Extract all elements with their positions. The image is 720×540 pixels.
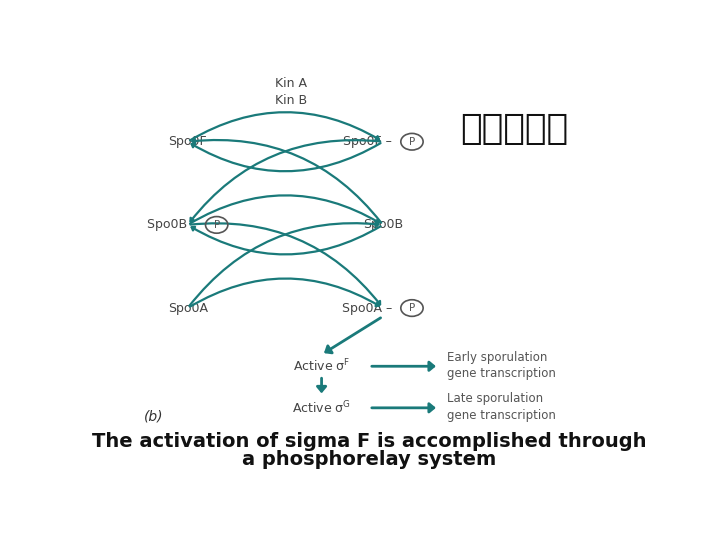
Text: a phosphorelay system: a phosphorelay system [242,450,496,469]
Text: Active $\mathregular{\sigma^F}$: Active $\mathregular{\sigma^F}$ [293,358,350,375]
Text: Spo0B: Spo0B [363,218,403,231]
FancyArrowPatch shape [190,195,379,224]
Text: Kin A
Kin B: Kin A Kin B [275,77,307,107]
Text: gene transcription: gene transcription [447,409,556,422]
Text: P: P [409,303,415,313]
FancyArrowPatch shape [189,222,378,306]
Text: (b): (b) [145,409,164,423]
Text: P: P [409,137,415,147]
Text: gene transcription: gene transcription [447,367,556,380]
Text: Early sporulation: Early sporulation [447,350,547,363]
Text: Late sporulation: Late sporulation [447,392,544,405]
FancyArrowPatch shape [192,226,381,254]
Text: Active $\mathregular{\sigma^G}$: Active $\mathregular{\sigma^G}$ [292,400,351,416]
FancyArrowPatch shape [192,139,381,222]
Text: Spo0F –: Spo0F – [343,135,395,148]
FancyArrowPatch shape [190,224,380,305]
FancyArrowPatch shape [190,279,379,307]
Text: Spo0F: Spo0F [168,135,207,148]
FancyArrowPatch shape [192,143,381,171]
Text: P: P [214,220,220,230]
Text: Spo0B –: Spo0B – [146,218,201,231]
Text: Spo0A –: Spo0A – [342,301,396,314]
FancyArrowPatch shape [191,140,380,221]
Text: Spo0A: Spo0A [168,301,207,314]
Text: The activation of sigma F is accomplished through: The activation of sigma F is accomplishe… [91,431,647,450]
Text: 磷酸盐吸收: 磷酸盐吸收 [460,112,568,146]
FancyArrowPatch shape [190,112,379,140]
